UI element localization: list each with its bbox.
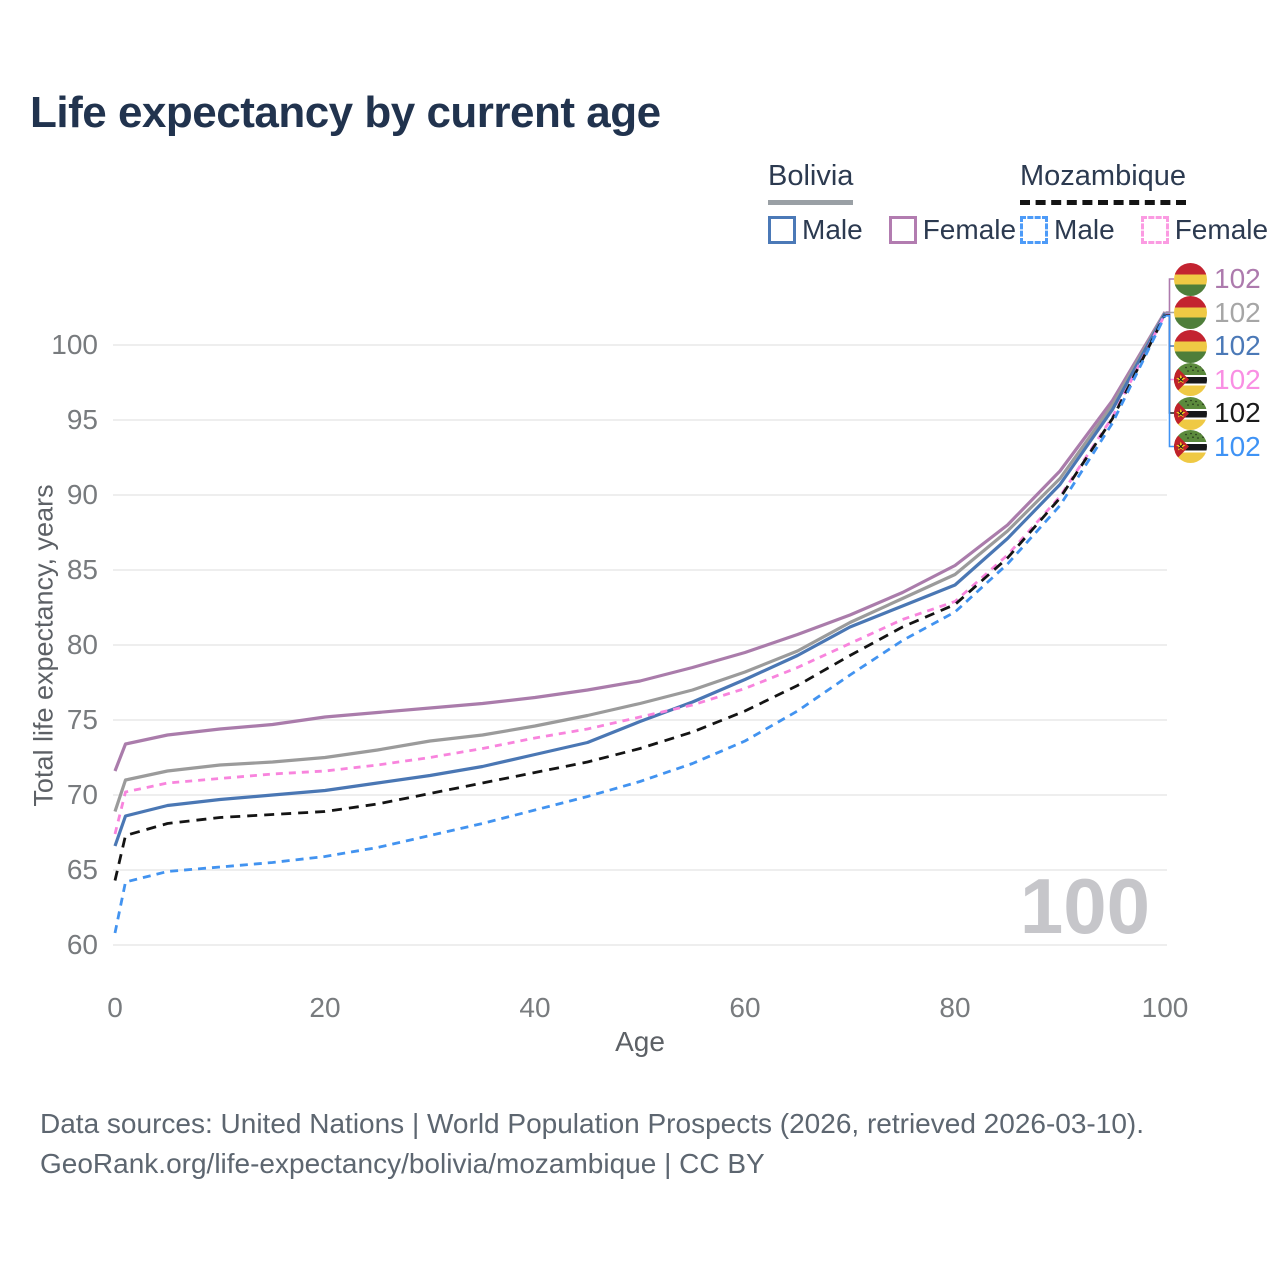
legend-item-bolivia-female[interactable]: Female bbox=[888, 214, 1017, 246]
end-label-bolivia-female[interactable]: 102 bbox=[1174, 262, 1261, 296]
legend-swatch-icon bbox=[888, 216, 917, 244]
bolivia-flag-icon bbox=[1174, 262, 1207, 296]
legend-item-label: Female bbox=[1174, 214, 1269, 245]
age-frame-watermark: 100 bbox=[1019, 862, 1150, 950]
x-axis-title: Age bbox=[615, 1026, 665, 1057]
y-tick-90: 90 bbox=[66, 479, 98, 510]
legend-item-mozambique-female[interactable]: Female bbox=[1140, 214, 1269, 246]
series-line-mozambique-male[interactable] bbox=[113, 315, 1167, 934]
series-line-mozambique-female[interactable] bbox=[113, 313, 1167, 835]
end-label-mozambique-both[interactable]: 102 bbox=[1174, 396, 1261, 430]
y-tick-60: 60 bbox=[66, 929, 98, 960]
legend-swatch-icon bbox=[768, 216, 796, 244]
end-label-bolivia-both[interactable]: 102 bbox=[1174, 296, 1261, 330]
footer-data-sources: Data sources: United Nations | World Pop… bbox=[40, 1108, 1145, 1139]
leader-line-mozambique-male bbox=[1165, 315, 1174, 448]
legend-item-label: Male bbox=[1054, 214, 1115, 245]
x-tick-20: 20 bbox=[309, 992, 341, 1023]
end-label-value: 102 bbox=[1214, 263, 1261, 294]
leader-line-bolivia-female bbox=[1165, 278, 1174, 313]
legend-swatch-icon bbox=[1020, 216, 1048, 244]
legend-group-mozambique: Mozambique Male Female bbox=[1020, 160, 1268, 246]
footer-attribution: GeoRank.org/life-expectancy/bolivia/moza… bbox=[40, 1148, 765, 1179]
legend-item-mozambique-male[interactable]: Male bbox=[1020, 214, 1115, 246]
x-tick-40: 40 bbox=[519, 992, 551, 1023]
y-tick-75: 75 bbox=[66, 704, 98, 735]
x-tick-80: 80 bbox=[939, 992, 971, 1023]
y-tick-95: 95 bbox=[66, 404, 98, 435]
series-line-bolivia-female[interactable] bbox=[113, 311, 1167, 772]
legend-swatch-icon bbox=[1140, 216, 1169, 244]
end-label-value: 102 bbox=[1214, 363, 1261, 395]
x-tick-0: 0 bbox=[107, 992, 123, 1023]
end-label-value: 102 bbox=[1214, 330, 1261, 361]
end-label-mozambique-male[interactable]: 102 bbox=[1174, 430, 1261, 464]
mozambique-flag-icon bbox=[1174, 396, 1207, 430]
series-line-bolivia-both[interactable] bbox=[113, 311, 1167, 813]
series-line-bolivia-male[interactable] bbox=[113, 312, 1167, 847]
page-title: Life expectancy by current age bbox=[30, 88, 661, 137]
mozambique-flag-icon bbox=[1174, 363, 1207, 396]
bolivia-flag-icon bbox=[1174, 296, 1207, 329]
y-tick-85: 85 bbox=[66, 554, 98, 585]
y-tick-100: 100 bbox=[51, 329, 98, 360]
gridlines bbox=[113, 344, 1167, 946]
x-tick-60: 60 bbox=[729, 992, 761, 1023]
legend-group-bolivia: Bolivia Male Female bbox=[768, 160, 1016, 246]
legend-item-bolivia-male[interactable]: Male bbox=[768, 214, 863, 246]
legend-country-mozambique[interactable]: Mozambique bbox=[1020, 160, 1187, 205]
end-label-value: 102 bbox=[1214, 430, 1261, 462]
y-tick-65: 65 bbox=[66, 854, 98, 885]
legend-item-label: Male bbox=[802, 214, 863, 245]
end-label-value: 102 bbox=[1214, 296, 1261, 328]
legend-item-label: Female bbox=[922, 214, 1017, 245]
legend-country-bolivia[interactable]: Bolivia bbox=[768, 160, 854, 205]
end-label-bolivia-male[interactable]: 102 bbox=[1174, 329, 1261, 363]
bolivia-flag-icon bbox=[1174, 329, 1207, 363]
mozambique-flag-icon bbox=[1174, 430, 1207, 463]
y-tick-80: 80 bbox=[66, 629, 98, 660]
y-tick-70: 70 bbox=[66, 779, 98, 810]
end-label-mozambique-female[interactable]: 102 bbox=[1174, 363, 1261, 397]
end-label-value: 102 bbox=[1214, 397, 1261, 428]
x-tick-100: 100 bbox=[1141, 992, 1189, 1023]
